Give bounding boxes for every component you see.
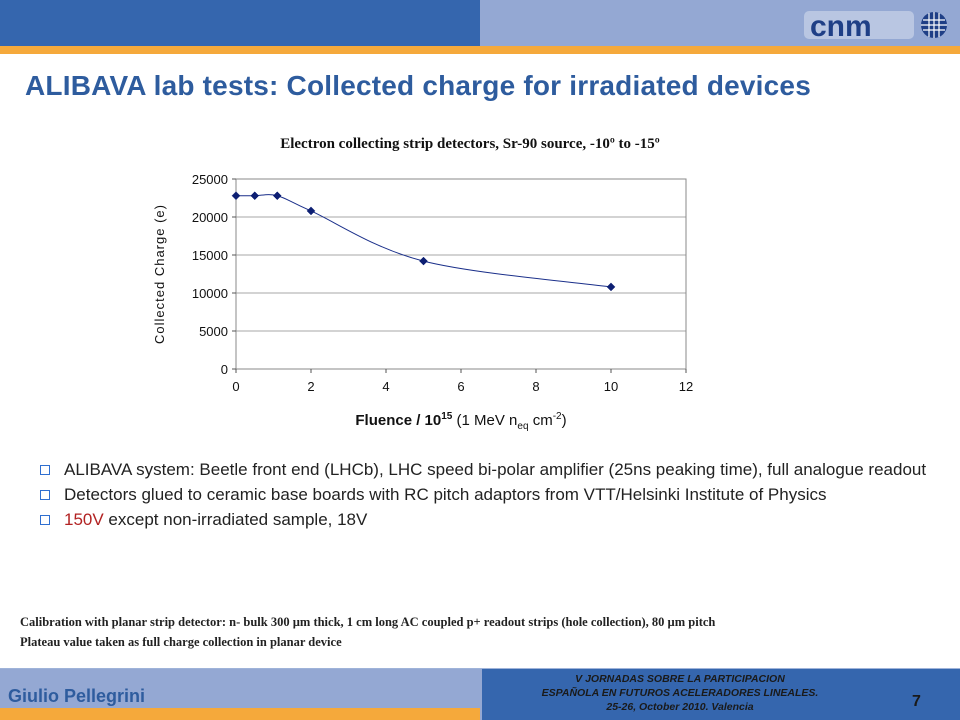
footer-accent-stripe xyxy=(0,708,480,720)
data-point xyxy=(272,191,282,201)
collected-charge-chart: Electron collecting strip detectors, Sr-… xyxy=(152,136,693,432)
author-name: Giulio Pellegrini xyxy=(8,686,146,706)
x-tick-label: 12 xyxy=(679,379,693,394)
bullet-square-icon xyxy=(40,515,50,525)
logo-lettering: cnm xyxy=(810,10,872,42)
y-tick-label: 5000 xyxy=(199,324,228,339)
data-point xyxy=(231,191,241,201)
data-points xyxy=(231,191,616,292)
y-tick-label: 20000 xyxy=(192,210,228,225)
y-tick-label: 15000 xyxy=(192,248,228,263)
y-tick-label: 10000 xyxy=(192,286,228,301)
bullet-list: ALIBAVA system: Beetle front end (LHCb),… xyxy=(38,460,933,535)
gridlines xyxy=(232,178,687,373)
note-line: Calibration with planar strip detector: … xyxy=(20,615,716,629)
header-bar-light xyxy=(480,0,960,46)
data-point xyxy=(250,191,260,201)
bullet-square-icon xyxy=(40,465,50,475)
x-tick-label: 4 xyxy=(382,379,389,394)
x-tick-label: 10 xyxy=(604,379,618,394)
data-point xyxy=(606,282,616,292)
header-accent-stripe xyxy=(0,46,960,54)
data-point xyxy=(419,256,428,266)
note-line: Plateau value taken as full charge colle… xyxy=(20,635,342,649)
x-tick-label: 0 xyxy=(232,379,239,394)
bullet-item: 150V except non-irradiated sample, 18V xyxy=(38,510,933,530)
data-point xyxy=(306,206,316,216)
x-tick-label: 6 xyxy=(457,379,464,394)
footer-rule xyxy=(0,668,960,669)
y-axis-label: Collected Charge (e) xyxy=(152,204,167,344)
header-bar-dark xyxy=(0,0,480,46)
y-tick-label: 25000 xyxy=(192,172,228,187)
voltage-highlight: 150V xyxy=(64,510,104,529)
bullet-item: ALIBAVA system: Beetle front end (LHCb),… xyxy=(38,460,933,480)
chart-title: Electron collecting strip detectors, Sr-… xyxy=(280,136,660,152)
bullet-item: Detectors glued to ceramic base boards w… xyxy=(38,485,933,505)
y-tick-label: 0 xyxy=(221,362,228,377)
bullet-square-icon xyxy=(40,490,50,500)
calibration-notes: Calibration with planar strip detector: … xyxy=(20,612,715,652)
footer-bar-dark xyxy=(482,669,960,720)
page-number: 7 xyxy=(912,693,921,710)
conference-info: V JORNADAS SOBRE LA PARTICIPACION ESPAÑO… xyxy=(541,673,819,713)
x-tick-label: 2 xyxy=(307,379,314,394)
x-tick-labels: 0 2 4 6 8 10 12 xyxy=(232,379,693,394)
x-tick-label: 8 xyxy=(532,379,539,394)
x-axis-label: Fluence / 1015 (1 MeV neq cm-2) xyxy=(355,411,566,432)
y-tick-labels: 0 5000 10000 15000 20000 25000 xyxy=(192,172,228,377)
cnm-logo: cnm xyxy=(804,10,947,42)
slide-title: ALIBAVA lab tests: Collected charge for … xyxy=(25,70,811,101)
